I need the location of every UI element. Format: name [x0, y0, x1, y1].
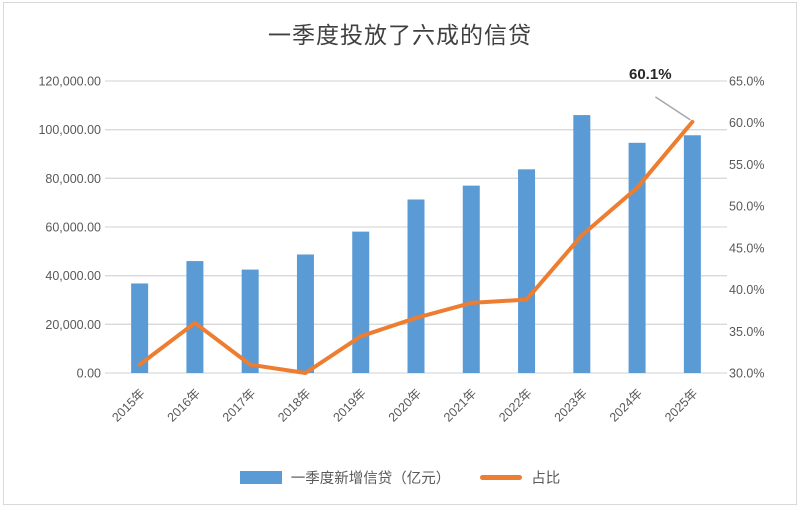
y-right-tick-label: 65.0%: [729, 75, 764, 89]
legend-label-bars: 一季度新增信贷（亿元）: [290, 471, 451, 487]
x-tick-label: 2024年: [607, 386, 645, 424]
ratio-line-series: [137, 119, 695, 375]
bar-2019年: [352, 231, 370, 373]
x-tick-label: 2025年: [662, 386, 700, 424]
bar-2016年: [186, 261, 204, 373]
chart-title: 一季度投放了六成的信贷: [268, 23, 532, 49]
bar-2020年: [407, 199, 425, 373]
bar-2017年: [241, 269, 259, 373]
chart-frame: [3, 2, 797, 505]
x-tick-label: 2017年: [220, 386, 258, 424]
y-left-tick-label: 120,000.00: [38, 75, 101, 89]
legend-item-line: 占比: [480, 467, 560, 488]
bar-series-swatch: [239, 471, 282, 484]
data-label-annotation: 60.1%: [629, 66, 672, 83]
x-tick-label: 2023年: [552, 386, 590, 424]
x-tick-label: 2016年: [165, 386, 203, 424]
legend-label-line: 占比: [531, 471, 561, 487]
x-tick-label: 2022年: [496, 386, 534, 424]
x-tick-label: 2021年: [441, 386, 479, 424]
bar-2022年: [518, 169, 536, 373]
y-right-tick-label: 30.0%: [729, 367, 764, 381]
bar-2015年: [131, 283, 149, 373]
y-right-tick-label: 50.0%: [729, 200, 764, 214]
legend-item-bars: 一季度新增信贷（亿元）: [239, 467, 451, 488]
line-series-swatch: [480, 475, 523, 480]
y-left-tick-label: 60,000.00: [45, 221, 101, 235]
y-right-tick-label: 60.0%: [729, 116, 764, 130]
x-tick-label: 2015年: [109, 386, 147, 424]
annotation-leader-line: [654, 96, 691, 121]
y-left-tick-label: 20,000.00: [45, 318, 101, 332]
x-tick-label: 2019年: [330, 386, 368, 424]
y-left-tick-label: 100,000.00: [38, 123, 101, 137]
y-right-tick-label: 45.0%: [729, 241, 764, 255]
bar-2023年: [573, 115, 591, 374]
y-right-tick-label: 40.0%: [729, 283, 764, 297]
bar-2021年: [462, 185, 480, 373]
y-right-tick-label: 35.0%: [729, 325, 764, 339]
y-left-tick-label: 40,000.00: [45, 269, 101, 283]
y-right-tick-label: 55.0%: [729, 158, 764, 172]
y-left-tick-label: 0.00: [77, 367, 101, 381]
bar-2018年: [296, 254, 314, 373]
y-left-tick-label: 80,000.00: [45, 172, 101, 186]
x-tick-label: 2020年: [386, 386, 424, 424]
bar-2024年: [628, 142, 646, 373]
legend: 一季度新增信贷（亿元） 占比: [0, 467, 800, 488]
bar-2025年: [683, 135, 701, 373]
x-tick-label: 2018年: [275, 386, 313, 424]
